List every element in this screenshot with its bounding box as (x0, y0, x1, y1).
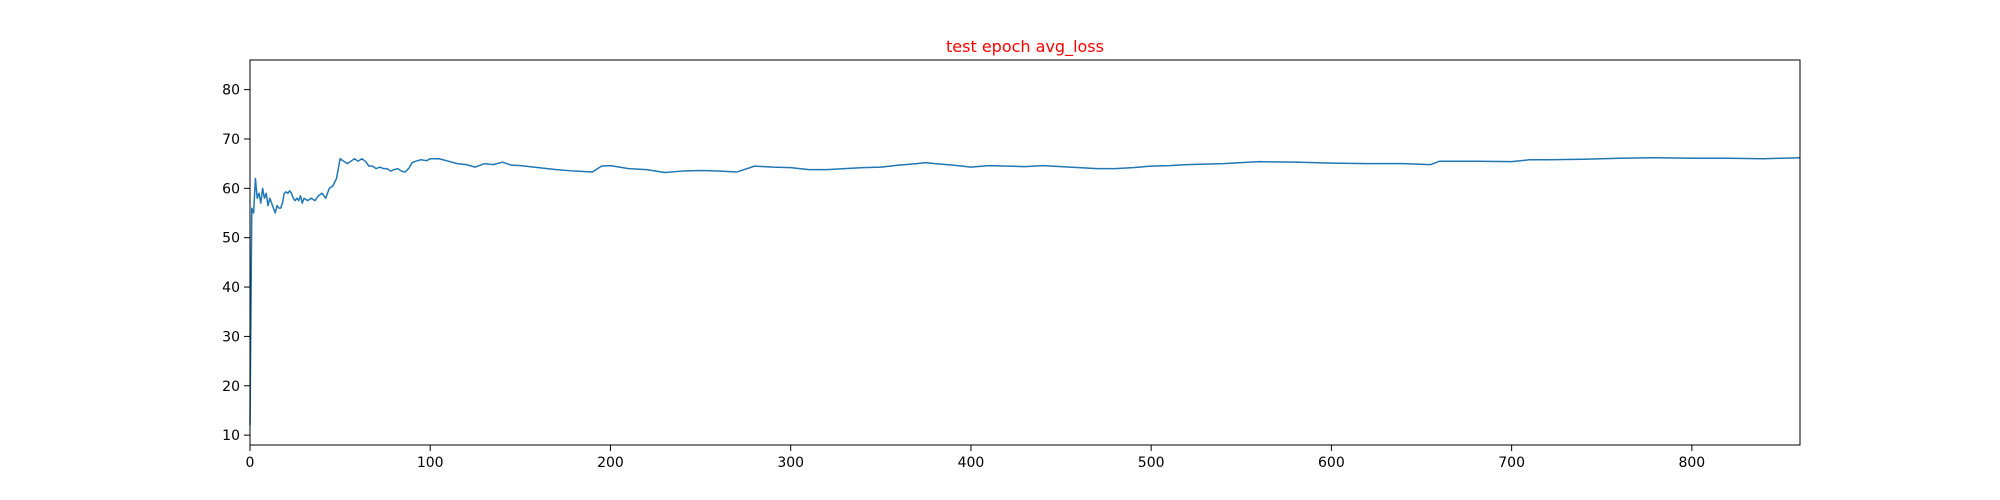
y-axis: 10 20 30 40 50 60 70 80 (222, 83, 250, 444)
y-tick-label: 40 (222, 280, 240, 296)
x-tick-label: 800 (1678, 455, 1705, 471)
chart-title: test epoch avg_loss (946, 37, 1104, 57)
x-tick-label: 300 (777, 455, 804, 471)
plot-marks (249, 156, 1801, 426)
y-tick-label: 80 (222, 83, 240, 99)
y-tick-label: 10 (222, 428, 240, 444)
x-axis: 0 100 200 300 400 500 600 700 800 (246, 445, 1705, 471)
x-tick-label: 600 (1318, 455, 1345, 471)
series-line-0 (249, 156, 1801, 426)
x-tick-label: 700 (1498, 455, 1525, 471)
y-tick-label: 20 (222, 379, 240, 395)
y-tick-label: 70 (222, 132, 240, 148)
x-tick-label: 100 (417, 455, 444, 471)
x-tick-label: 0 (246, 455, 255, 471)
y-tick-label: 50 (222, 231, 240, 247)
x-tick-label: 500 (1138, 455, 1165, 471)
plot-frame (249, 59, 1801, 446)
y-tick-label: 60 (222, 181, 240, 197)
x-tick-label: 200 (597, 455, 624, 471)
y-tick-label: 30 (222, 329, 240, 345)
x-tick-label: 400 (958, 455, 985, 471)
